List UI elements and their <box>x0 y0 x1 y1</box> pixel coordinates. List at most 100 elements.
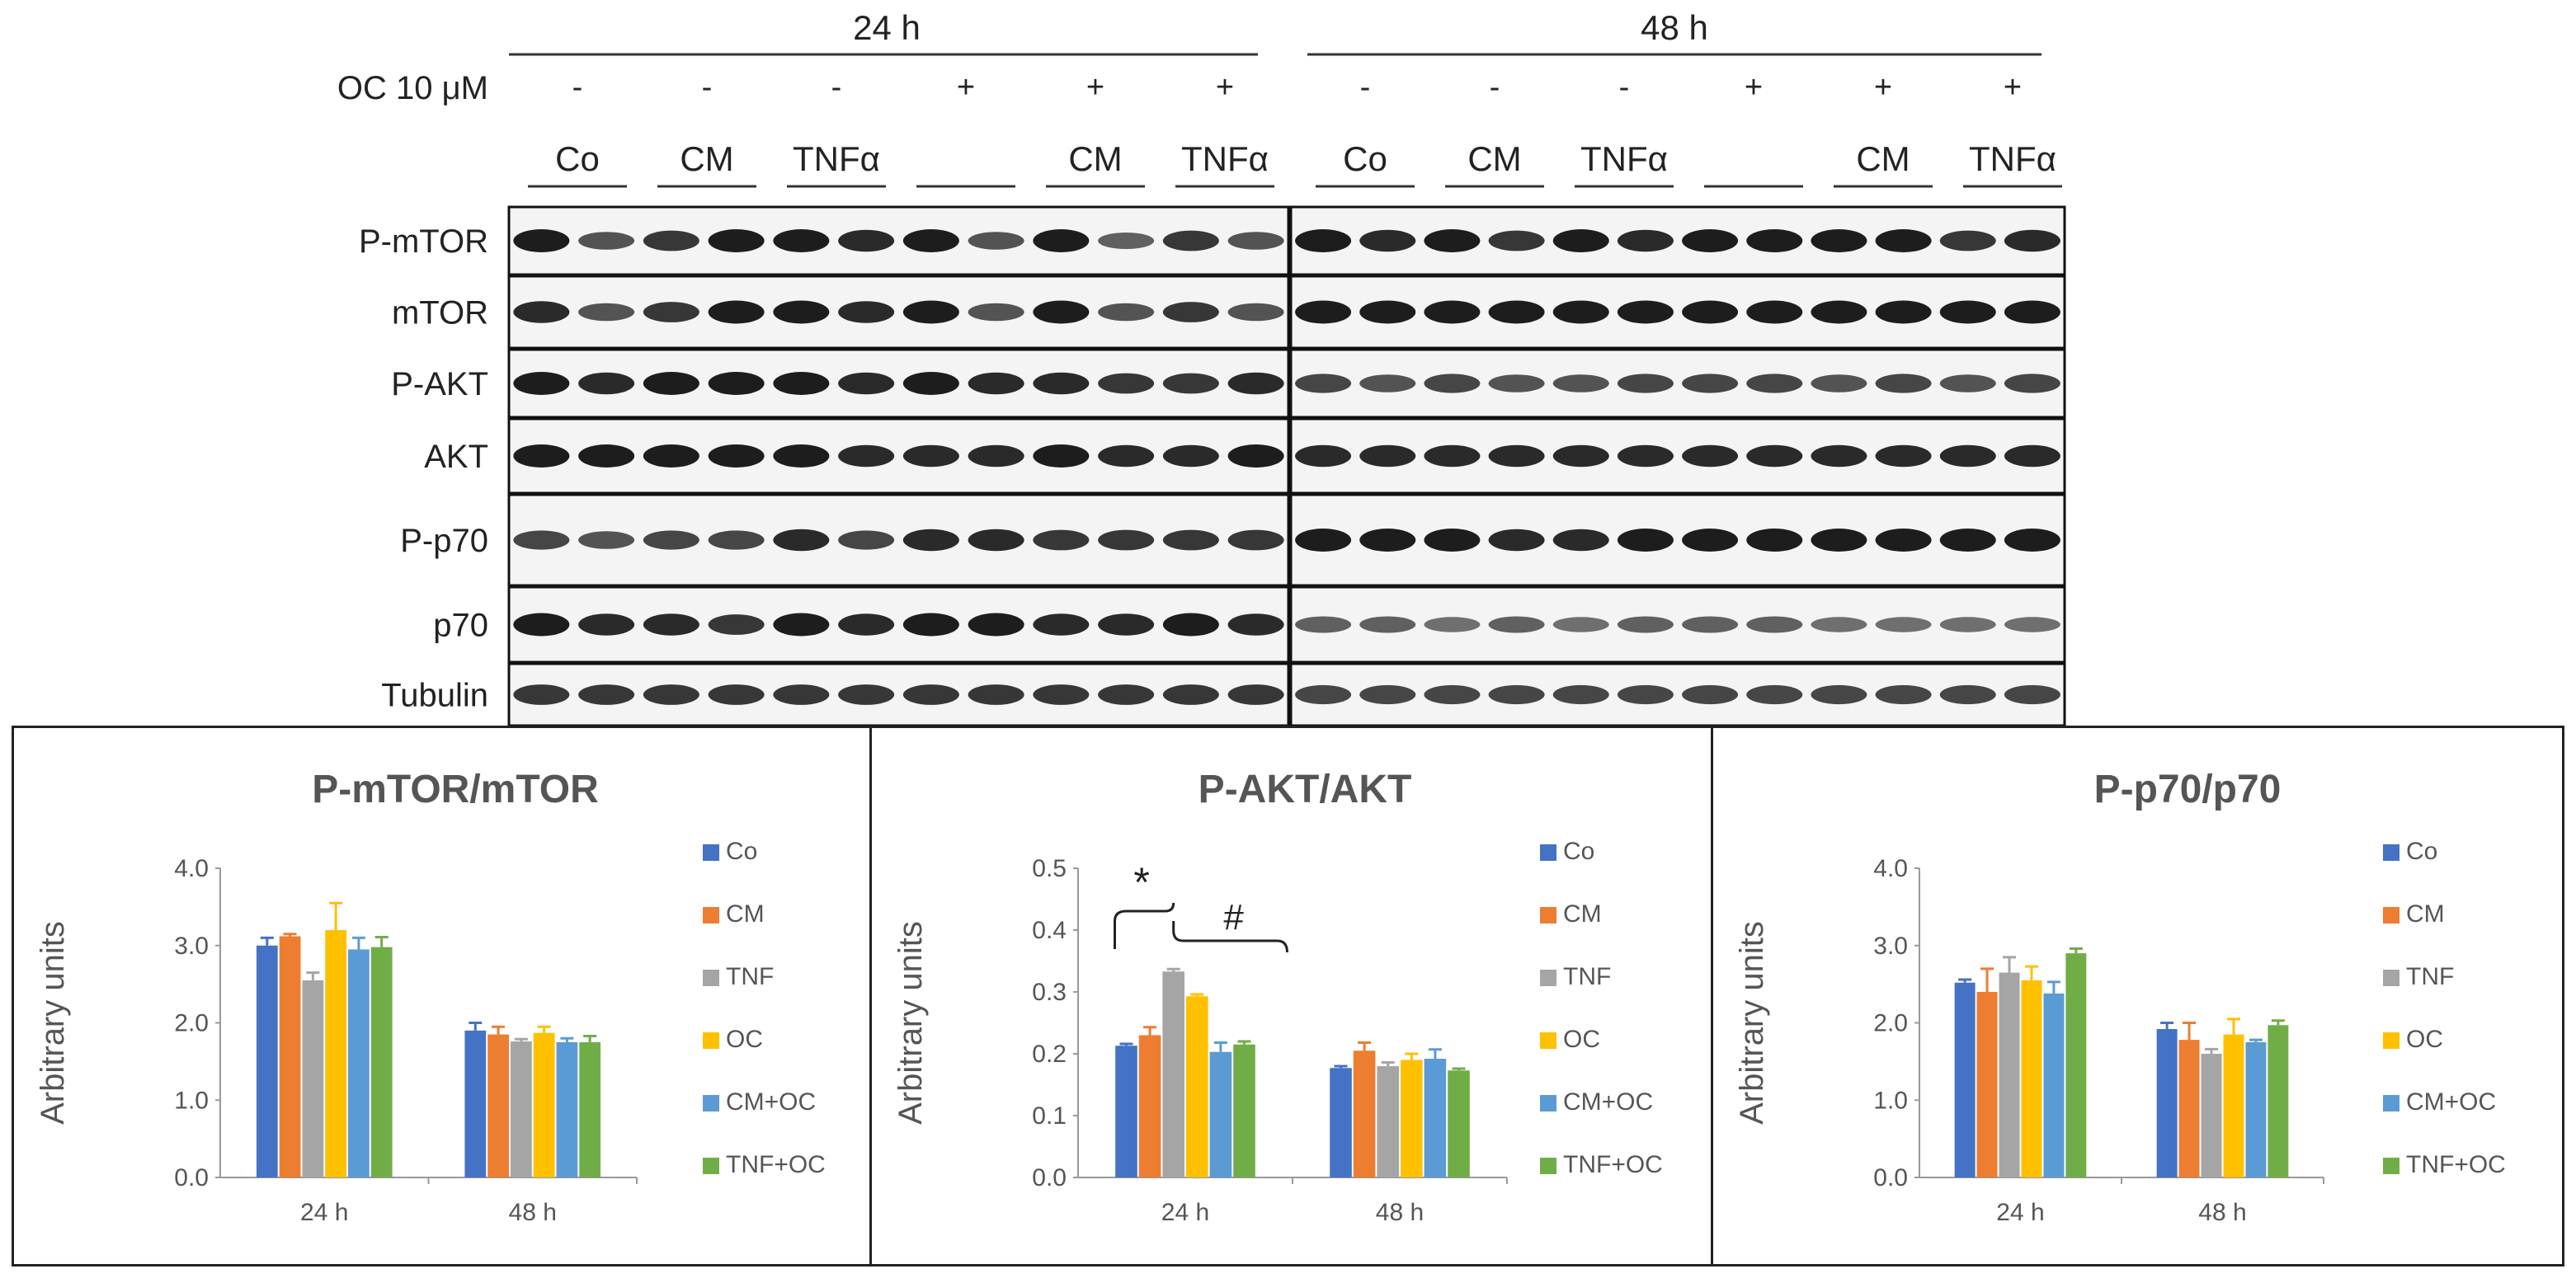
blot-band <box>1875 444 1932 468</box>
bar-oc <box>533 1032 555 1177</box>
legend-swatch <box>1540 1032 1556 1049</box>
blot-band <box>643 613 699 636</box>
blot-strip <box>507 585 1290 664</box>
blot-band <box>902 684 959 705</box>
blot-band <box>708 614 765 635</box>
blot-band <box>2004 529 2060 552</box>
blot-band <box>1811 617 1867 632</box>
blot-band <box>708 300 765 324</box>
y-tick-label: 0.0 <box>174 1164 209 1191</box>
blot-strip <box>1289 585 2066 664</box>
blot-band <box>1295 684 1352 705</box>
bar-cm <box>1353 1050 1376 1177</box>
blot-band <box>1424 444 1481 468</box>
blot-strip <box>1289 275 2066 350</box>
blot-band <box>1552 444 1609 468</box>
blot-band <box>1617 529 1674 552</box>
bar-cm <box>279 936 301 1177</box>
legend-swatch <box>703 970 719 986</box>
blot-band <box>1682 300 1739 324</box>
y-tick-label: 1.0 <box>1873 1087 1908 1114</box>
blot-band <box>773 529 830 552</box>
legend-swatch <box>1540 1095 1556 1111</box>
legend-swatch <box>2383 1095 2399 1111</box>
oc-sign: + <box>1745 70 1763 105</box>
blot-strip <box>1289 205 2066 276</box>
blot-band <box>1295 229 1352 252</box>
legend-swatch <box>2383 970 2399 986</box>
chart-panel-p-akt: P-AKT/AKT Arbitrary units 0.0 0.1 0.2 0.3 0.4 0… <box>869 726 1713 1267</box>
chart-panel-p-mtor: P-mTOR/mTOR Arbitrary units 0.0 1.0 2.0 3.0 4.… <box>12 726 872 1267</box>
blot-strip <box>507 493 1290 587</box>
blot-band <box>513 372 570 395</box>
row-label: Tubulin <box>381 678 488 714</box>
bar-oc <box>1401 1060 1423 1177</box>
blot-band <box>1617 616 1674 633</box>
blot-band <box>1295 374 1352 393</box>
blot-band <box>968 529 1024 552</box>
blot-band <box>578 444 635 468</box>
oc-sign: + <box>1874 70 1892 105</box>
blot-band <box>1746 300 1803 324</box>
blot-band <box>1875 529 1932 552</box>
legend-label: CM <box>2406 900 2445 928</box>
chart-title: P-mTOR/mTOR <box>312 768 599 811</box>
blot-band <box>838 372 895 395</box>
group-label: CM <box>1856 139 1910 178</box>
bar-cm-oc <box>348 949 370 1177</box>
bar-cm <box>1976 992 1998 1177</box>
blot-band <box>578 684 635 705</box>
blot-band <box>2004 300 2060 324</box>
legend-label: CM+OC <box>2406 1088 2496 1116</box>
blot-band <box>1162 613 1219 637</box>
legend-swatch <box>1540 844 1556 861</box>
row-label: AKT <box>424 439 488 475</box>
blot-band <box>1488 444 1545 468</box>
group-label: TNFα <box>1580 139 1668 178</box>
y-tick-label: 3.0 <box>174 933 209 960</box>
blot-band <box>578 303 635 322</box>
blot-band <box>773 229 830 252</box>
blot-band <box>1359 300 1416 324</box>
blot-band <box>1617 229 1674 252</box>
row-label: P-mTOR <box>359 223 488 260</box>
blot-band <box>773 613 830 637</box>
blot-band <box>643 444 699 468</box>
chart-panel-p-p70: P-p70/p70 Arbitrary units 0.0 1.0 2.0 3.0 4.0 2… <box>1711 726 2564 1267</box>
blot-band <box>1098 444 1155 468</box>
blot-band <box>968 684 1024 705</box>
legend-label: TNF <box>1563 963 1611 990</box>
group-label: Co <box>1343 139 1387 178</box>
blot-band <box>2004 684 2060 705</box>
blot-band <box>1488 616 1545 633</box>
legend-label: TNF+OC <box>726 1151 826 1178</box>
bar-co <box>1954 982 1976 1177</box>
blot-band <box>1811 444 1867 468</box>
row-label: P-p70 <box>400 523 488 559</box>
blot-band <box>708 684 765 705</box>
legend-label: TNF+OC <box>2406 1151 2506 1178</box>
blot-band <box>1746 229 1803 252</box>
blot-band <box>1746 444 1803 468</box>
blot-band <box>1552 300 1609 324</box>
blot-band <box>1746 529 1803 552</box>
group-label: TNFα <box>1969 139 2056 178</box>
legend-label: OC <box>1563 1026 1600 1053</box>
legend-swatch <box>703 1032 719 1049</box>
legend-swatch <box>703 907 719 923</box>
blot-band <box>513 613 570 637</box>
chart-p-mtor-mtor: P-mTOR/mTOR Arbitrary units 0.0 1.0 2.0 3.0 4.… <box>35 768 826 1226</box>
group-label: Co <box>555 139 600 178</box>
blot-band <box>1359 229 1416 252</box>
bar-tnf <box>2201 1054 2222 1177</box>
chart-title: P-p70/p70 <box>2094 768 2282 811</box>
x-tick-label: 48 h <box>2198 1199 2246 1226</box>
bar-co <box>2156 1029 2178 1177</box>
blot-band <box>1939 300 1996 324</box>
blot-band <box>1424 529 1481 552</box>
blot-band <box>1033 613 1090 636</box>
y-tick-label: 2.0 <box>174 1010 209 1037</box>
blot-band <box>1746 684 1803 705</box>
chart-title: P-AKT/AKT <box>1199 768 1412 811</box>
blot-band <box>1098 303 1155 322</box>
